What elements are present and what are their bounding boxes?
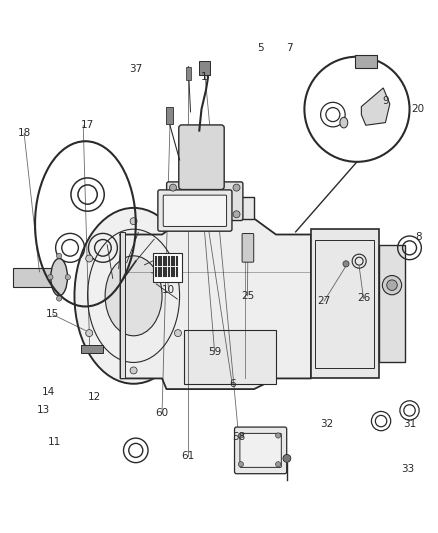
Bar [184, 330, 276, 384]
Ellipse shape [105, 256, 162, 336]
Circle shape [343, 261, 349, 267]
Bar [81, 345, 103, 353]
Text: 20: 20 [412, 104, 425, 114]
Text: 6: 6 [229, 379, 236, 389]
Text: 32: 32 [320, 419, 333, 429]
Circle shape [238, 462, 244, 467]
FancyBboxPatch shape [234, 427, 287, 474]
Circle shape [170, 211, 177, 218]
Circle shape [57, 296, 62, 301]
FancyBboxPatch shape [242, 233, 254, 262]
Text: 59: 59 [208, 347, 221, 357]
Text: 26: 26 [357, 294, 370, 303]
Text: 8: 8 [415, 232, 422, 242]
Circle shape [48, 274, 53, 280]
Text: 5: 5 [257, 43, 264, 53]
Text: 11: 11 [48, 438, 61, 447]
Circle shape [382, 276, 402, 295]
Text: 33: 33 [401, 464, 414, 474]
Circle shape [65, 274, 71, 280]
FancyBboxPatch shape [240, 433, 281, 467]
Text: 37: 37 [129, 64, 142, 74]
Bar [311, 229, 379, 378]
Text: 31: 31 [403, 419, 416, 429]
Text: 61: 61 [182, 451, 195, 461]
Polygon shape [120, 219, 311, 389]
Circle shape [233, 211, 240, 218]
Text: 10: 10 [162, 286, 175, 295]
Circle shape [174, 255, 181, 262]
Polygon shape [361, 88, 390, 125]
Bar [13, 268, 57, 287]
Circle shape [170, 184, 177, 191]
Text: 18: 18 [18, 128, 31, 138]
Bar [166, 107, 173, 124]
Text: 27: 27 [318, 296, 331, 306]
Bar [199, 61, 210, 75]
Circle shape [233, 184, 240, 191]
FancyBboxPatch shape [163, 195, 226, 227]
Circle shape [387, 280, 397, 290]
Text: 9: 9 [382, 96, 389, 106]
FancyBboxPatch shape [179, 125, 224, 190]
Circle shape [57, 253, 62, 259]
Circle shape [238, 433, 244, 438]
FancyBboxPatch shape [158, 190, 232, 231]
Circle shape [174, 329, 181, 337]
Circle shape [276, 462, 281, 467]
Bar [153, 253, 182, 282]
Circle shape [130, 367, 137, 374]
Text: 7: 7 [286, 43, 293, 53]
Text: 17: 17 [81, 120, 94, 130]
Bar [355, 55, 377, 68]
Circle shape [130, 217, 137, 225]
Bar [315, 240, 374, 368]
Text: 1: 1 [200, 72, 207, 82]
Text: 12: 12 [88, 392, 101, 402]
Circle shape [86, 255, 93, 262]
Ellipse shape [51, 259, 67, 296]
Text: 15: 15 [46, 310, 59, 319]
Text: 13: 13 [37, 406, 50, 415]
Circle shape [276, 433, 281, 438]
Polygon shape [184, 197, 254, 219]
Circle shape [86, 329, 93, 337]
Text: 60: 60 [155, 408, 169, 418]
Text: 14: 14 [42, 387, 55, 397]
Bar [186, 67, 191, 80]
Bar [379, 245, 405, 362]
Bar [120, 232, 125, 378]
Ellipse shape [74, 208, 193, 384]
FancyBboxPatch shape [166, 182, 243, 221]
Text: 58: 58 [232, 432, 245, 442]
Ellipse shape [340, 117, 348, 128]
Circle shape [283, 455, 291, 462]
Text: 25: 25 [241, 291, 254, 301]
